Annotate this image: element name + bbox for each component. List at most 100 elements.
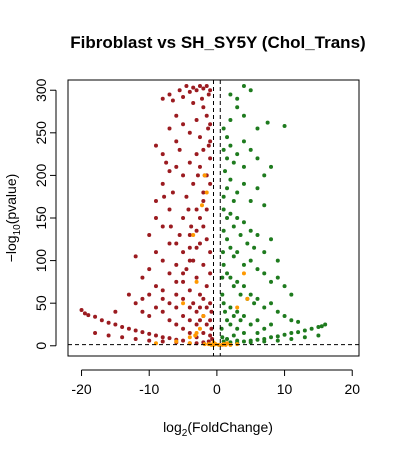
up-point <box>248 88 253 93</box>
down-point <box>206 126 211 131</box>
highlight-point <box>193 333 198 338</box>
up-point <box>248 198 253 203</box>
up-point <box>241 164 246 169</box>
down-point <box>187 245 192 250</box>
down-point <box>204 237 209 242</box>
down-point <box>99 318 104 323</box>
up-point <box>228 305 233 310</box>
y-axis-label-sub: 10 <box>12 224 23 236</box>
down-point <box>133 328 138 333</box>
y-axis-label-post: (pvalue) <box>3 174 19 225</box>
up-point <box>223 309 227 314</box>
down-point <box>184 267 189 272</box>
up-point <box>223 169 227 174</box>
up-point <box>269 335 274 340</box>
down-point <box>197 318 202 323</box>
down-point <box>181 296 186 301</box>
y-tick-label: 50 <box>33 295 49 311</box>
up-point <box>289 336 294 341</box>
down-point <box>206 143 211 148</box>
up-point <box>231 254 236 259</box>
highlight-point <box>235 305 240 310</box>
chart-title: Fibroblast vs SH_SY5Y (Chol_Trans) <box>70 33 365 52</box>
highlight-point <box>174 339 179 344</box>
down-point <box>184 194 189 199</box>
up-point <box>255 318 260 323</box>
up-point <box>235 338 240 343</box>
up-point <box>231 333 236 338</box>
down-point <box>197 292 202 297</box>
down-point <box>160 296 165 301</box>
down-point <box>187 258 192 263</box>
down-point <box>187 305 192 310</box>
down-point <box>147 233 152 238</box>
down-point <box>208 156 213 161</box>
down-point <box>208 181 213 186</box>
highlight-point <box>200 203 204 208</box>
up-point <box>269 279 274 284</box>
up-point <box>221 262 226 267</box>
down-point <box>181 279 186 284</box>
down-point <box>167 126 172 131</box>
down-point <box>167 271 172 276</box>
down-point <box>184 83 189 88</box>
up-point <box>275 258 280 263</box>
up-point <box>231 284 236 289</box>
highlight-point <box>181 301 186 306</box>
down-point <box>140 309 145 314</box>
down-point <box>133 254 138 259</box>
up-point <box>269 237 274 242</box>
up-point <box>241 339 246 344</box>
highlight-point <box>235 342 240 347</box>
up-point <box>262 271 267 276</box>
down-point <box>191 258 196 263</box>
up-point <box>241 83 246 88</box>
down-point <box>181 250 186 255</box>
up-point <box>228 211 233 216</box>
down-point <box>204 207 209 212</box>
down-point <box>191 85 196 90</box>
up-point <box>241 284 246 289</box>
down-point <box>120 325 125 330</box>
down-point <box>206 92 211 97</box>
up-point <box>235 326 240 331</box>
up-point <box>225 237 230 242</box>
down-point <box>126 326 131 331</box>
up-point <box>235 96 240 101</box>
up-point <box>296 319 301 324</box>
up-point <box>238 233 243 238</box>
up-point <box>255 233 260 238</box>
down-point <box>191 101 196 105</box>
down-point <box>174 164 179 169</box>
up-point <box>302 335 307 340</box>
down-point <box>201 105 206 110</box>
up-point <box>289 331 294 335</box>
down-point <box>167 241 172 246</box>
down-point <box>201 86 206 91</box>
up-point <box>220 275 225 280</box>
up-point <box>221 194 226 199</box>
down-point <box>201 224 206 229</box>
down-point <box>194 322 199 327</box>
down-point <box>160 339 165 344</box>
up-point <box>275 334 280 339</box>
down-point <box>93 314 98 319</box>
up-point <box>231 224 236 229</box>
up-point <box>221 301 226 306</box>
up-point <box>269 164 274 169</box>
up-point <box>228 118 233 123</box>
up-point <box>255 126 260 131</box>
up-point <box>316 333 321 338</box>
up-point <box>220 250 225 255</box>
up-point <box>228 322 233 327</box>
up-point <box>225 216 230 220</box>
up-point <box>231 198 236 203</box>
up-point <box>262 326 267 331</box>
down-point <box>174 241 179 246</box>
up-point <box>269 301 274 306</box>
down-point <box>201 198 206 203</box>
down-point <box>126 292 131 297</box>
up-point <box>225 135 230 140</box>
up-point <box>252 301 257 306</box>
up-point <box>228 177 233 182</box>
